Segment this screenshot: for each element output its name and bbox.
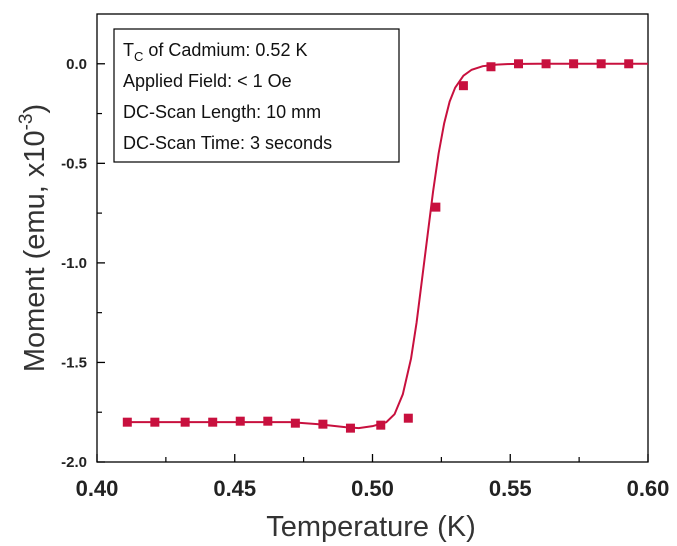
data-point	[514, 59, 524, 69]
data-point	[376, 420, 386, 430]
y-axis-label-close: )	[19, 104, 51, 114]
data-point	[624, 59, 634, 69]
annotation-scan-time: DC-Scan Time: 3 seconds	[123, 133, 332, 153]
x-tick-label: 0.45	[213, 476, 256, 501]
y-tick-label: 0.0	[66, 56, 87, 73]
y-tick-label: -2.0	[61, 454, 87, 471]
annotation-scan-length: DC-Scan Length: 10 mm	[123, 102, 321, 122]
data-point	[208, 417, 218, 427]
annotation-tc-prefix: T	[123, 40, 134, 60]
annotation-frame	[113, 28, 400, 163]
y-axis: 0.0 -0.5 -1.0 -1.5 -2.0	[61, 56, 105, 471]
x-tick-label: 0.60	[627, 476, 670, 501]
data-point	[235, 416, 245, 426]
data-point	[431, 202, 441, 212]
y-tick-label: -0.5	[61, 155, 87, 172]
y-tick-label: -1.5	[61, 354, 87, 371]
annotation-tc: TC of Cadmium: 0.52 K	[123, 40, 307, 64]
x-tick-label: 0.55	[489, 476, 532, 501]
data-point	[541, 59, 551, 69]
x-axis-label: Temperature (K)	[266, 511, 476, 543]
annotation-tc-suffix: of Cadmium: 0.52 K	[143, 40, 307, 60]
y-axis-label-sup: -3	[16, 114, 37, 131]
x-axis: 0.40 0.45 0.50 0.55 0.60	[76, 454, 670, 501]
y-axis-label-main: Moment (emu, x10	[19, 130, 51, 372]
data-point	[458, 81, 468, 91]
data-point	[345, 423, 355, 433]
data-point	[318, 419, 328, 429]
y-axis-label: Moment (emu, x10-3)	[16, 104, 51, 372]
annotation-tc-sub: C	[134, 49, 143, 64]
data-point	[403, 413, 413, 423]
data-point	[596, 59, 606, 69]
data-point	[263, 416, 273, 426]
data-point	[150, 417, 160, 427]
y-tick-label: -1.0	[61, 255, 87, 272]
data-point	[486, 62, 496, 72]
annotation-box: TC of Cadmium: 0.52 K Applied Field: < 1…	[113, 28, 400, 163]
data-point	[290, 418, 300, 428]
data-point	[180, 417, 190, 427]
data-point	[122, 417, 132, 427]
data-point	[569, 59, 579, 69]
data-series	[122, 59, 634, 433]
x-tick-label: 0.50	[351, 476, 394, 501]
x-tick-label: 0.40	[76, 476, 119, 501]
annotation-field: Applied Field: < 1 Oe	[123, 71, 292, 91]
